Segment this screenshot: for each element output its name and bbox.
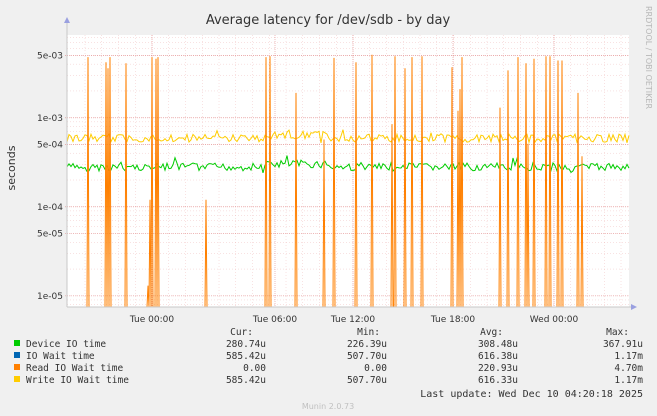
read-wait-spike	[420, 56, 424, 308]
read-wait-spike	[576, 92, 580, 308]
read-wait-spike	[544, 56, 548, 308]
read-wait-spike	[458, 89, 462, 308]
x-tick-label: Tue 18:00	[430, 315, 475, 325]
read-wait-spike	[556, 60, 560, 308]
read-wait-spike	[322, 139, 326, 308]
plot-area: 1e-05 5e-05 1e-04 5e-04 1e-03 5e-03 Tue 00:00 T…	[37, 17, 637, 325]
legend-header: Max:	[606, 327, 629, 338]
y-tick-label: 1e-05	[37, 292, 63, 302]
x-tick-label: Wed 00:00	[530, 315, 579, 325]
read-wait-spike	[580, 156, 584, 308]
read-wait-spike	[332, 57, 336, 308]
read-wait-spike	[268, 56, 272, 308]
y-tick-label: 5e-04	[37, 141, 63, 151]
legend-value: 507.70u	[347, 375, 387, 386]
rrdtool-watermark: RRDTOOL / TOBI OETIKER	[644, 6, 653, 109]
read-wait-spike	[450, 67, 454, 308]
x-tick-label: Tue 12:00	[330, 315, 375, 325]
x-tick-label: Tue 06:00	[252, 315, 297, 325]
legend-value: 308.48u	[478, 339, 518, 350]
legend-value: 0.00	[364, 363, 387, 374]
read-wait-spike	[460, 57, 464, 308]
read-wait-spike	[393, 56, 397, 308]
legend-swatch	[14, 364, 20, 370]
y-tick-label: 5e-05	[37, 230, 63, 240]
read-wait-spike	[403, 68, 407, 308]
read-wait-spike	[156, 57, 160, 308]
chart-title: Average latency for /dev/sdb - by day	[206, 13, 451, 28]
read-wait-spike	[204, 199, 208, 308]
legend-value: 1.17m	[614, 375, 643, 386]
legend-value: 616.38u	[478, 351, 518, 362]
series-line-3	[66, 129, 630, 145]
read-wait-spike	[532, 58, 536, 308]
last-update: Last update: Wed Dec 10 04:20:18 2025	[420, 389, 643, 400]
legend-value: 220.93u	[478, 363, 518, 374]
read-wait-spike	[150, 57, 154, 308]
read-wait-spike	[456, 110, 460, 308]
read-wait-spike	[498, 107, 502, 308]
legend-value: 4.70m	[614, 363, 643, 374]
y-tick-label: 1e-04	[37, 203, 63, 213]
legend-series-name: Device IO time	[26, 339, 106, 350]
read-wait-spike	[526, 143, 530, 308]
legend-swatch	[14, 340, 20, 346]
y-tick-label: 1e-03	[37, 114, 63, 124]
legend-value: 1.17m	[614, 351, 643, 362]
read-wait-spike	[154, 58, 158, 308]
legend: Cur: Min: Avg: Max: Device IO time 280.74u 226…	[14, 327, 643, 386]
read-wait-spike	[108, 57, 112, 308]
read-wait-spike	[86, 57, 90, 308]
legend-header: Cur:	[230, 327, 253, 338]
x-tick-label: Tue 00:00	[129, 315, 174, 325]
read-wait-spike	[104, 62, 108, 308]
read-wait-spike	[506, 70, 510, 308]
legend-series-name: Read IO Wait time	[26, 363, 124, 374]
read-wait-spike	[264, 57, 268, 308]
read-wait-spike	[370, 54, 374, 308]
y-axis-label: seconds	[5, 145, 18, 190]
legend-header: Min:	[357, 327, 380, 338]
read-wait-spike	[516, 57, 520, 308]
read-wait-spike	[560, 60, 564, 308]
read-wait-spike	[294, 92, 298, 308]
read-wait-spike	[390, 124, 394, 308]
legend-value: 0.00	[243, 363, 266, 374]
legend-swatch	[14, 376, 20, 382]
read-wait-spike	[548, 56, 552, 308]
plot-background	[67, 35, 629, 307]
read-wait-spike	[354, 62, 358, 308]
legend-value: 585.42u	[226, 375, 266, 386]
legend-value: 367.91u	[603, 339, 643, 350]
read-wait-spike	[124, 63, 128, 308]
y-axis-arrow	[64, 17, 70, 23]
y-tick-label: 5e-03	[37, 52, 63, 62]
read-wait-spike	[106, 68, 110, 308]
munin-version: Munin 2.0.73	[302, 402, 354, 411]
legend-value: 280.74u	[226, 339, 266, 350]
legend-series-name: Write IO Wait time	[26, 375, 129, 386]
legend-value: 616.33u	[478, 375, 518, 386]
legend-value: 507.70u	[347, 351, 387, 362]
legend-value: 585.42u	[226, 351, 266, 362]
legend-value: 226.39u	[347, 339, 387, 350]
read-wait-spike	[148, 199, 152, 308]
legend-swatch	[14, 352, 20, 358]
read-wait-spike	[410, 57, 414, 308]
legend-series-name: IO Wait time	[26, 351, 95, 362]
x-axis-arrow	[631, 304, 637, 310]
series-line-0	[66, 155, 630, 174]
read-wait-spike	[524, 63, 528, 308]
legend-header: Avg:	[480, 327, 503, 338]
